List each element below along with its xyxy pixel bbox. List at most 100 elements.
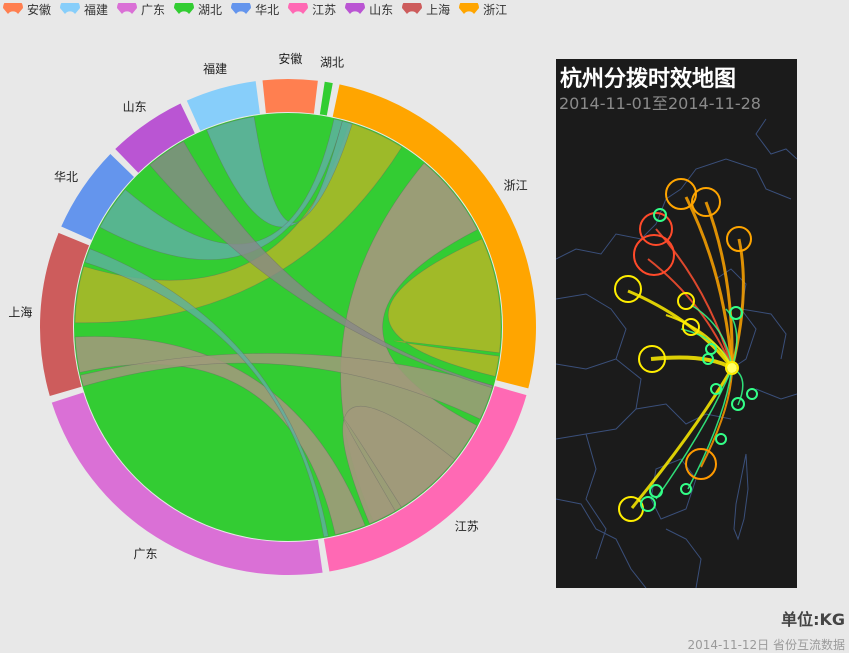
map-title: 杭州分拨时效地图	[560, 67, 737, 92]
map-boundary	[680, 158, 792, 200]
map-boundary	[585, 433, 607, 560]
legend-item[interactable]: 安徽	[2, 1, 51, 18]
map-ring	[729, 306, 743, 320]
map-boundary	[665, 528, 702, 588]
chord-arc	[323, 386, 527, 572]
legend-label: 湖北	[198, 2, 223, 17]
chord-label: 安徽	[278, 51, 302, 66]
map-ring	[725, 361, 739, 375]
chord-label: 浙江	[504, 179, 528, 193]
map-ring	[746, 388, 758, 400]
chord-ribbon	[74, 336, 366, 536]
legend-swatch-icon	[2, 3, 24, 15]
map-boundary	[755, 388, 797, 400]
chord-ribbons	[74, 113, 502, 541]
map-ring	[710, 383, 722, 395]
chord-ribbon	[74, 122, 403, 324]
map-island	[733, 453, 749, 541]
map-ring	[614, 275, 642, 303]
map-boundary	[556, 358, 642, 440]
map-ring	[665, 178, 697, 210]
map-flow-line	[665, 314, 733, 369]
unit-label: 单位:KG	[781, 610, 845, 629]
chord-label: 上海	[8, 305, 32, 320]
chord-arc	[186, 81, 260, 131]
chord-arc	[332, 84, 536, 389]
legend-item[interactable]: 江苏	[287, 1, 336, 18]
map-flow-line	[630, 367, 734, 509]
chord-ribbon	[342, 405, 456, 525]
footer-note: 2014-11-12日 省份互流数据	[687, 638, 845, 652]
chord-label: 广东	[133, 547, 157, 561]
map-ring	[685, 448, 717, 480]
map-ring	[682, 318, 700, 336]
chord-ribbon	[84, 248, 329, 538]
map-boundary	[740, 308, 787, 360]
legend-swatch-icon	[173, 3, 195, 15]
legend-label: 浙江	[483, 2, 508, 17]
legend-item[interactable]: 广东	[116, 1, 165, 18]
legend-swatch-icon	[344, 3, 366, 15]
map-ring	[691, 187, 721, 217]
legend-item[interactable]: 福建	[59, 1, 108, 18]
legend-label: 安徽	[27, 2, 52, 17]
legend-label: 山东	[369, 2, 394, 17]
legend-label: 江苏	[312, 2, 337, 17]
legend-swatch-icon	[230, 3, 252, 15]
chord-arc	[115, 103, 195, 173]
legend-item[interactable]: 华北	[230, 1, 279, 18]
legend-swatch-icon	[401, 3, 423, 15]
legend-label: 上海	[426, 2, 451, 17]
map-boundary	[635, 403, 732, 425]
map-subtitle: 2014-11-01至2014-11-28	[559, 94, 761, 113]
map-flow-line	[684, 196, 734, 369]
map-flow-line	[687, 367, 733, 490]
map-panel: 杭州分拨时效地图 2014-11-01至2014-11-28	[556, 59, 797, 588]
legend-swatch-icon	[59, 3, 81, 15]
legend-item[interactable]: 浙江	[458, 1, 507, 18]
chord-label: 福建	[203, 61, 227, 76]
chord-ribbon	[149, 140, 494, 389]
chord-label: 山东	[123, 100, 147, 114]
legend-swatch-icon	[287, 3, 309, 15]
map-boundary	[755, 118, 797, 160]
legend-item[interactable]: 湖北	[173, 1, 222, 18]
legend-swatch-icon	[116, 3, 138, 15]
chord-arc	[262, 78, 318, 114]
map-ring	[726, 226, 752, 252]
chord-label: 湖北	[320, 55, 344, 70]
legend-item[interactable]: 上海	[401, 1, 450, 18]
chord-arc	[40, 232, 90, 396]
chord-ribbon	[80, 353, 494, 420]
legend-label: 广东	[141, 2, 166, 17]
map-ring	[618, 496, 644, 522]
chord-ribbon	[99, 118, 343, 260]
legend-label: 福建	[84, 2, 109, 17]
map-ring	[702, 353, 714, 365]
legend-label: 华北	[255, 2, 280, 17]
map-ring	[731, 397, 745, 411]
map-boundary	[650, 458, 697, 520]
map-flow-line	[704, 201, 734, 369]
chord-arc	[319, 81, 333, 116]
chord-arcs	[40, 78, 536, 575]
map-ring	[639, 212, 673, 246]
legend-item[interactable]: 山东	[344, 1, 393, 18]
map-flow-line	[655, 367, 733, 500]
map-ring	[680, 483, 692, 495]
map-flow-line	[655, 228, 733, 369]
map-ring	[677, 292, 695, 310]
chord-arc	[61, 153, 134, 240]
map-boundary	[556, 498, 647, 588]
chord-arc	[51, 392, 323, 575]
legend: 安徽 福建 广东 湖北 华北 江苏 山东 上海 浙江	[2, 0, 515, 18]
map-hub	[727, 363, 737, 373]
map-ring	[640, 496, 656, 512]
map-flow-line	[690, 304, 733, 369]
map-flow-line	[700, 367, 733, 468]
map-boundary	[556, 293, 627, 370]
map-ring	[649, 484, 663, 498]
map-boundary	[556, 188, 682, 260]
